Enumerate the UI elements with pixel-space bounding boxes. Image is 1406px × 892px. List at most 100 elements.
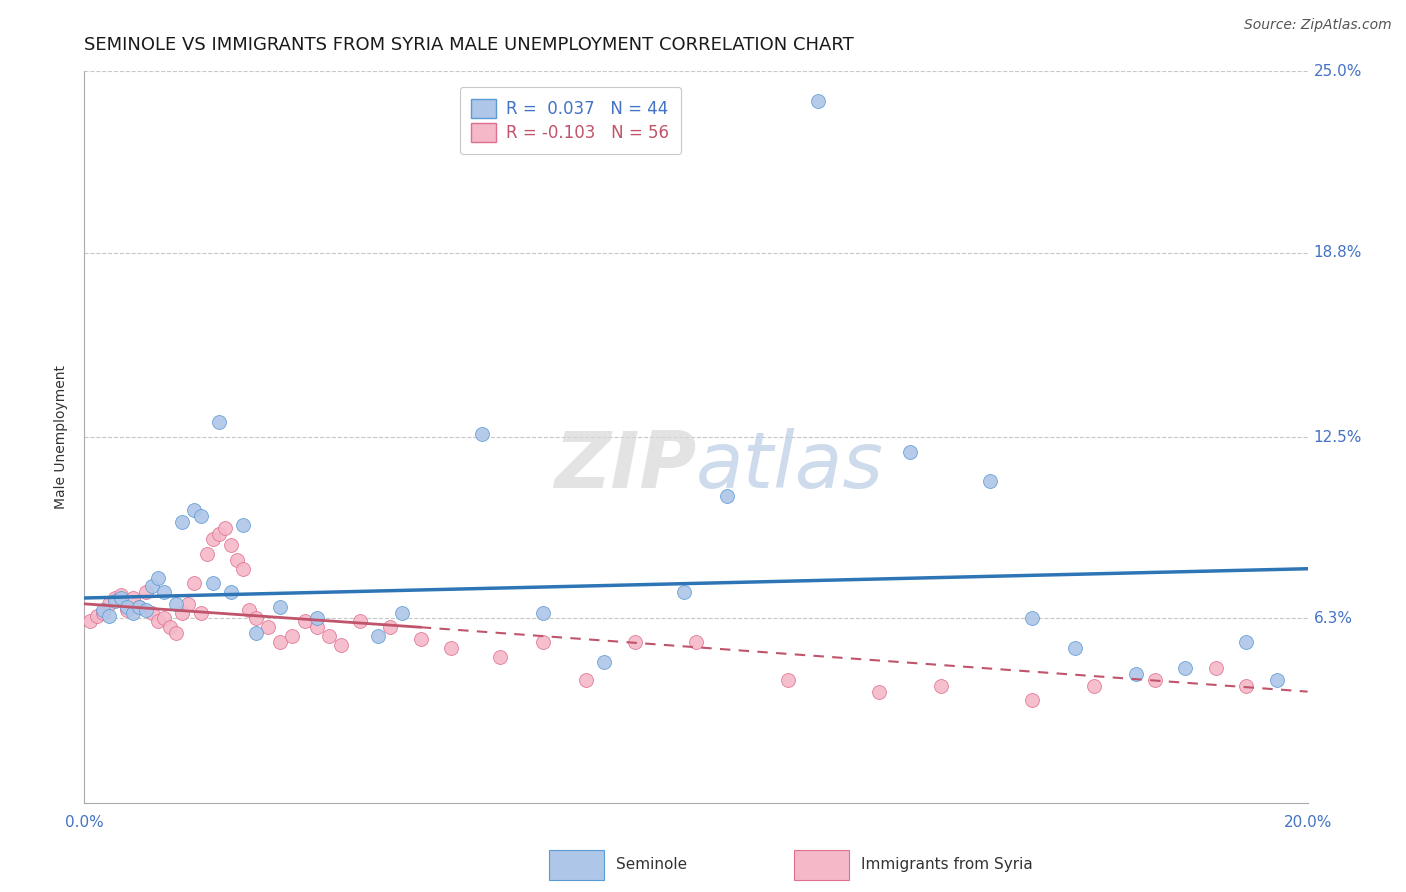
Point [226,553,249,567]
Point [153,585,176,599]
Point [898,444,921,458]
Point [141,579,163,593]
Point [79,615,101,629]
Point [367,629,389,643]
Point [122,606,145,620]
Point [531,606,554,620]
Point [86,608,108,623]
Point [869,684,891,698]
FancyBboxPatch shape [550,850,605,880]
Point [91,603,114,617]
Point [440,640,463,655]
Point [104,594,127,608]
Text: 25.0%: 25.0% [1313,64,1362,78]
Text: Seminole: Seminole [616,857,688,872]
Point [1083,679,1105,693]
Point [183,503,205,517]
Point [1125,667,1147,681]
Point [1174,661,1197,675]
Point [208,526,231,541]
Point [1205,661,1227,675]
Point [128,599,150,614]
Point [380,620,402,634]
Point [190,509,212,524]
Point [269,635,291,649]
Point [91,606,114,620]
Point [110,588,132,602]
Point [153,611,176,625]
Point [305,611,328,625]
Point [294,615,316,629]
Point [135,603,157,617]
Point [165,626,187,640]
Point [146,615,169,629]
Point [219,538,242,552]
Point [575,673,598,687]
Point [232,517,254,532]
Point [531,635,554,649]
Legend: R =  0.037   N = 44, R = -0.103   N = 56: R = 0.037 N = 44, R = -0.103 N = 56 [460,87,681,153]
Text: 6.3%: 6.3% [1313,611,1353,626]
Point [115,603,138,617]
Text: 12.5%: 12.5% [1313,430,1362,444]
Point [489,649,512,664]
Point [281,629,304,643]
Point [593,656,616,670]
Point [349,615,371,629]
Point [776,673,799,687]
Point [208,416,231,430]
Point [269,599,291,614]
Point [305,620,328,634]
Point [135,585,157,599]
Point [165,597,187,611]
Point [159,620,181,634]
Point [391,606,413,620]
Point [97,597,120,611]
Point [219,585,242,599]
Point [471,427,494,442]
Point [245,626,267,640]
Point [141,606,163,620]
Y-axis label: Male Unemployment: Male Unemployment [53,365,67,509]
Point [190,606,212,620]
Point [1234,635,1257,649]
Point [201,576,224,591]
Point [172,606,194,620]
Point [409,632,432,646]
Point [232,562,254,576]
Point [201,533,224,547]
Point [104,591,127,605]
Point [979,474,1001,488]
Point [330,638,353,652]
Point [1021,611,1043,625]
Point [318,629,340,643]
Point [177,597,200,611]
Text: atlas: atlas [696,428,884,504]
FancyBboxPatch shape [794,850,849,880]
Point [172,515,194,529]
Point [115,599,138,614]
Point [1234,679,1257,693]
Point [807,94,830,108]
Text: Immigrants from Syria: Immigrants from Syria [860,857,1033,872]
Point [257,620,280,634]
Point [1265,673,1288,687]
Point [214,521,236,535]
Point [122,591,145,605]
Point [238,603,260,617]
Point [1021,693,1043,707]
Point [110,591,132,605]
Point [183,576,205,591]
Point [624,635,647,649]
Point [672,585,695,599]
Point [1064,640,1087,655]
Point [146,570,169,584]
Point [97,608,120,623]
Point [716,489,738,503]
Point [685,635,707,649]
Point [245,611,267,625]
Point [195,547,218,561]
Text: ZIP: ZIP [554,428,696,504]
Text: 18.8%: 18.8% [1313,245,1362,260]
Point [128,599,150,614]
